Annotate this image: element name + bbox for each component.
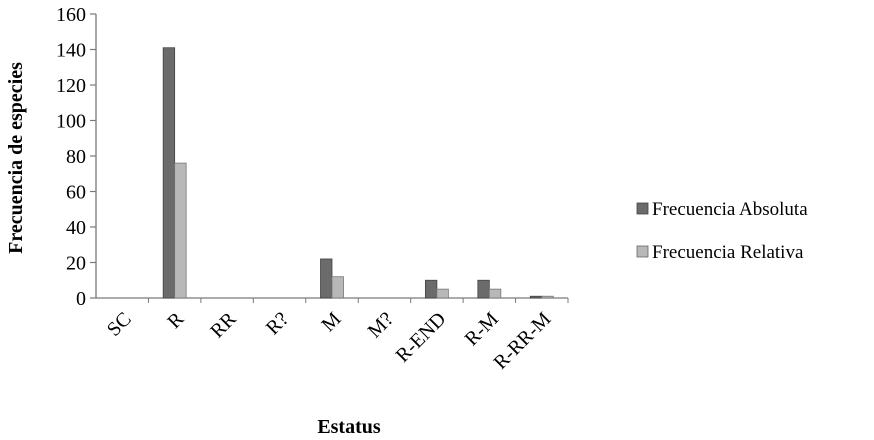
x-tick-label: R-M <box>461 308 503 350</box>
x-tick-label: R? <box>262 308 293 339</box>
bar-absoluta-r-m <box>478 280 490 298</box>
x-tick-label: RR <box>206 308 241 343</box>
bar-relativa-r-end <box>437 289 449 298</box>
y-tick-label: 40 <box>66 217 86 239</box>
x-tick-label: M <box>317 308 345 336</box>
x-axis-tick-labels: SC R RR R? M M?R-END R-MR-RR-M <box>103 298 568 374</box>
bar-relativa-m <box>332 277 344 298</box>
legend-swatch-relativa <box>637 246 648 257</box>
x-tick-label: R <box>163 308 188 333</box>
y-tick-label: 20 <box>66 253 86 275</box>
legend: Frecuencia Absoluta Frecuencia Relativa <box>637 199 808 263</box>
bar-absoluta-r-end <box>425 280 437 298</box>
y-tick-label: 160 <box>56 4 86 26</box>
x-tick-label: R-END <box>392 308 451 367</box>
bar-relativa-r <box>175 163 187 298</box>
x-tick-label: R-RR-M <box>489 308 555 374</box>
y-tick-label: 100 <box>56 111 86 133</box>
x-tick-label: M? <box>364 308 398 342</box>
bar-absoluta-m <box>321 259 333 298</box>
y-tick-label: 140 <box>56 40 86 62</box>
y-tick-label: 120 <box>56 75 86 97</box>
bar-absoluta-r-rr-m <box>530 296 542 298</box>
x-tick-label: SC <box>103 308 136 341</box>
bar-relativa-r-rr-m <box>542 296 554 298</box>
bar-relativa-r-m <box>489 289 501 298</box>
x-axis-title: Estatus <box>317 416 381 438</box>
bars-group <box>163 48 553 298</box>
y-axis-ticks: 0 20 40 60 80 100 120 140 160 <box>56 4 96 310</box>
y-tick-label: 0 <box>76 288 86 310</box>
y-tick-label: 60 <box>66 182 86 204</box>
legend-label-relativa: Frecuencia Relativa <box>652 242 804 263</box>
bar-absoluta-r <box>163 48 175 298</box>
y-axis-title: Frecuencia de especies <box>5 62 27 254</box>
y-tick-label: 80 <box>66 146 86 168</box>
legend-swatch-absoluta <box>637 203 648 214</box>
legend-label-absoluta: Frecuencia Absoluta <box>652 199 808 220</box>
